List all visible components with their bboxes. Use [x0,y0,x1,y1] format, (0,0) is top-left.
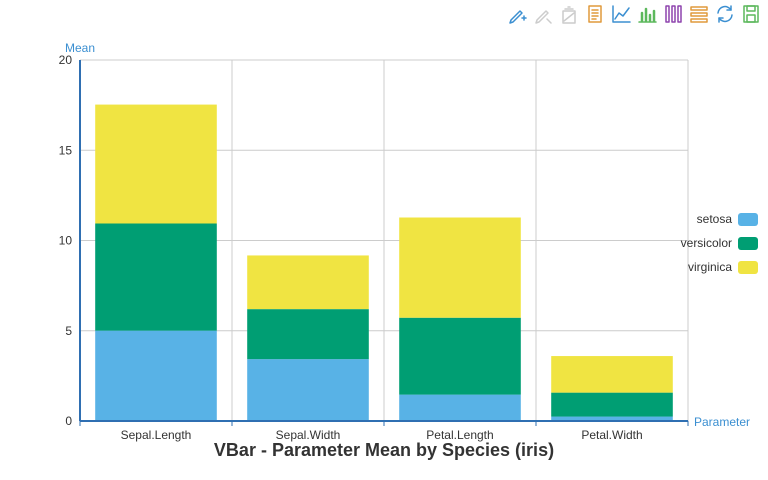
bar-setosa-sepal-width [247,359,369,421]
bar-versicolor-sepal-width [247,309,369,360]
bar-setosa-petal-width [551,416,673,421]
mark-clear-icon[interactable] [558,3,580,25]
x-tick-label: Petal.Width [581,428,642,442]
bar-setosa-sepal-length [95,330,217,421]
y-tick-label: 10 [59,234,73,248]
y-tick-label: 0 [65,414,72,428]
toolbox [506,3,762,25]
legend-item-versicolor[interactable]: versicolor [681,231,758,255]
legend-swatch [738,212,758,226]
chart-title: VBar - Parameter Mean by Species (iris) [213,440,555,460]
save-image-icon[interactable] [740,3,762,25]
legend-label: virginica [687,260,732,274]
restore-icon[interactable] [714,3,736,25]
bar-versicolor-petal-width [551,392,673,417]
bar-setosa-petal-length [399,394,521,421]
bar-chart-icon[interactable] [636,3,658,25]
data-view-icon[interactable] [584,3,606,25]
y-tick-label: 5 [65,324,72,338]
tiled-icon[interactable] [688,3,710,25]
bar-virginica-petal-width [551,356,673,393]
legend-swatch [738,260,758,274]
legend-label: versicolor [680,236,732,250]
legend: setosa versicolor virginica [681,207,758,279]
y-tick-label: 20 [59,53,73,67]
legend-label: setosa [696,212,732,226]
x-axis-name: Parameter [694,415,751,429]
line-chart-icon[interactable] [610,3,632,25]
mark-undo-icon[interactable] [532,3,554,25]
bar-virginica-petal-length [399,217,521,318]
x-tick-label: Petal.Length [426,428,493,442]
mark-pen-icon[interactable] [506,3,528,25]
stack-icon[interactable] [662,3,684,25]
y-tick-label: 15 [59,143,73,157]
legend-swatch [738,236,758,250]
bar-virginica-sepal-length [95,104,217,224]
x-tick-label: Sepal.Length [121,428,192,442]
legend-item-virginica[interactable]: virginica [681,255,758,279]
x-tick-label: Sepal.Width [276,428,341,442]
bar-versicolor-sepal-length [95,223,217,331]
y-axis-name: Mean [65,41,96,55]
bar-virginica-sepal-width [247,255,369,310]
bar-versicolor-petal-length [399,317,521,395]
legend-item-setosa[interactable]: setosa [681,207,758,231]
